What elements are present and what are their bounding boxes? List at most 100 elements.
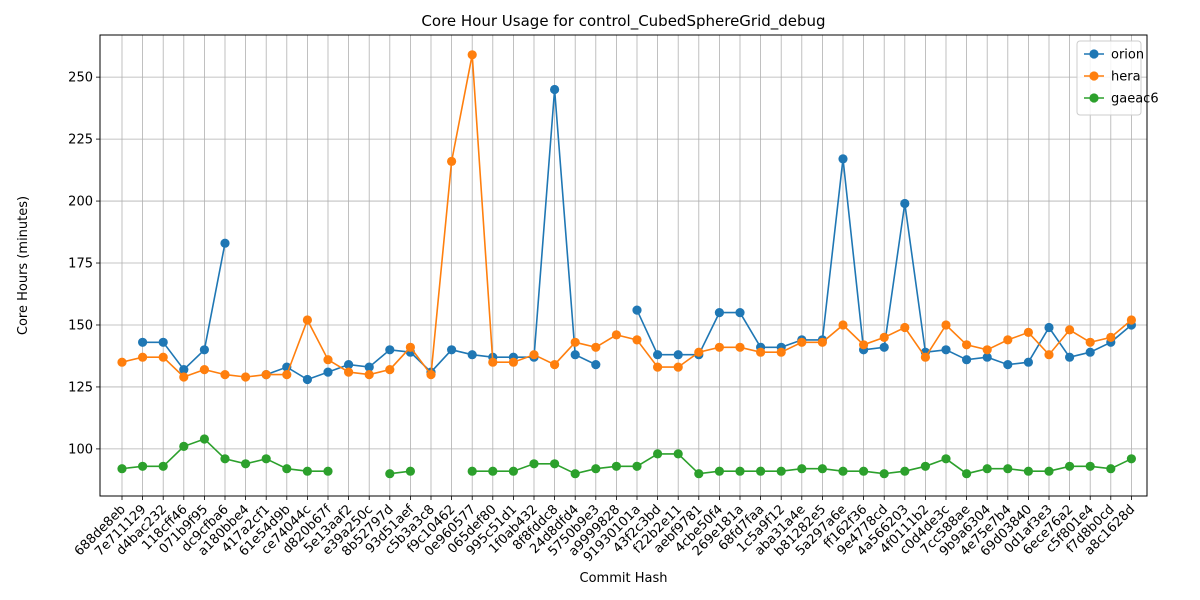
data-point-gaeac6 [735, 466, 745, 476]
data-point-hera [920, 352, 931, 362]
data-point-gaeac6 [488, 466, 498, 476]
data-point-gaeac6 [1106, 464, 1116, 474]
data-point-gaeac6 [529, 459, 539, 469]
data-point-hera [838, 320, 848, 330]
data-point-hera [570, 337, 580, 347]
data-point-gaeac6 [467, 466, 477, 476]
data-point-orion [385, 345, 395, 355]
data-point-hera [261, 370, 271, 380]
series-gaeac6 [117, 434, 1136, 479]
data-point-orion [982, 352, 992, 362]
data-point-hera [1003, 335, 1013, 345]
series-hera [117, 50, 1136, 382]
data-point-hera [447, 156, 457, 166]
data-point-hera [941, 320, 951, 330]
data-point-orion [302, 374, 312, 385]
data-point-gaeac6 [138, 461, 148, 471]
data-point-gaeac6 [261, 454, 271, 464]
legend-item-hera: hera [1084, 70, 1141, 85]
data-point-orion [179, 365, 189, 375]
data-point-hera [982, 345, 992, 355]
data-point-orion [1023, 357, 1033, 367]
data-point-hera [344, 367, 354, 377]
data-point-hera [817, 337, 828, 347]
data-point-gaeac6 [653, 449, 663, 459]
data-point-hera [302, 315, 312, 325]
data-point-hera [900, 322, 910, 333]
data-point-orion [344, 360, 354, 370]
y-tick-label: 125 [68, 380, 93, 395]
data-point-hera [508, 357, 518, 367]
y-tick-label: 150 [68, 318, 93, 333]
data-point-gaeac6 [220, 454, 230, 464]
data-point-hera [117, 357, 127, 367]
data-point-gaeac6 [817, 464, 828, 474]
data-point-orion [1085, 347, 1095, 357]
data-point-gaeac6 [797, 464, 807, 474]
data-point-gaeac6 [199, 434, 209, 444]
data-point-gaeac6 [756, 466, 766, 476]
legend-marker [1089, 49, 1099, 59]
x-axis: 688de8eb7e711129d4bac232118cff46071b9f95… [72, 496, 1138, 565]
y-tick-label: 225 [68, 133, 93, 148]
data-point-hera [756, 347, 766, 357]
data-point-hera [385, 365, 395, 375]
data-point-gaeac6 [900, 466, 910, 476]
y-axis-title: Core Hours (minutes) [16, 196, 31, 335]
data-point-orion [1044, 322, 1054, 333]
data-point-orion [879, 342, 889, 352]
data-point-gaeac6 [302, 466, 312, 476]
data-point-gaeac6 [405, 466, 415, 476]
data-point-hera [241, 372, 251, 382]
data-point-gaeac6 [776, 466, 786, 476]
data-point-orion [1065, 352, 1075, 362]
y-tick-label: 200 [68, 195, 93, 210]
data-point-orion [632, 305, 642, 315]
data-point-hera [1106, 332, 1116, 342]
data-point-gaeac6 [1003, 464, 1013, 474]
chart-title: Core Hour Usage for control_CubedSphereG… [421, 12, 825, 31]
data-point-orion [570, 350, 580, 360]
data-point-hera [550, 360, 560, 370]
data-point-hera [405, 342, 415, 352]
data-point-gaeac6 [962, 469, 972, 479]
data-point-gaeac6 [570, 469, 580, 479]
legend-label: gaeac6 [1111, 92, 1159, 107]
data-point-orion [838, 154, 848, 164]
data-point-hera [282, 370, 292, 380]
data-point-hera [138, 352, 148, 362]
data-point-gaeac6 [179, 441, 189, 451]
data-point-orion [364, 362, 374, 372]
data-point-orion [962, 355, 972, 365]
series-line-hera [121, 54, 1132, 378]
data-point-gaeac6 [1044, 466, 1054, 476]
data-point-gaeac6 [838, 466, 848, 476]
data-point-orion [653, 350, 663, 360]
data-point-hera [653, 362, 663, 372]
legend-label: orion [1111, 48, 1144, 63]
legend: orion hera gaeac6 [1076, 40, 1159, 116]
data-point-gaeac6 [591, 464, 601, 474]
data-point-gaeac6 [694, 469, 704, 479]
data-point-hera [859, 340, 869, 350]
data-point-orion [158, 337, 168, 347]
data-point-hera [323, 355, 333, 365]
y-tick-label: 100 [68, 442, 93, 457]
data-point-orion [550, 84, 560, 95]
data-point-orion [673, 350, 683, 360]
data-point-hera [364, 370, 374, 380]
data-point-gaeac6 [859, 466, 869, 476]
data-point-gaeac6 [1126, 454, 1136, 464]
data-point-gaeac6 [1023, 466, 1033, 476]
data-point-gaeac6 [611, 461, 622, 471]
data-point-hera [735, 342, 745, 352]
legend-item-orion: orion [1084, 48, 1144, 63]
data-point-hera [158, 352, 168, 362]
y-tick-label: 250 [68, 71, 93, 86]
data-point-hera [426, 370, 436, 380]
data-point-orion [900, 198, 910, 209]
data-point-hera [714, 342, 725, 352]
data-point-gaeac6 [385, 469, 395, 479]
data-point-orion [467, 350, 477, 360]
